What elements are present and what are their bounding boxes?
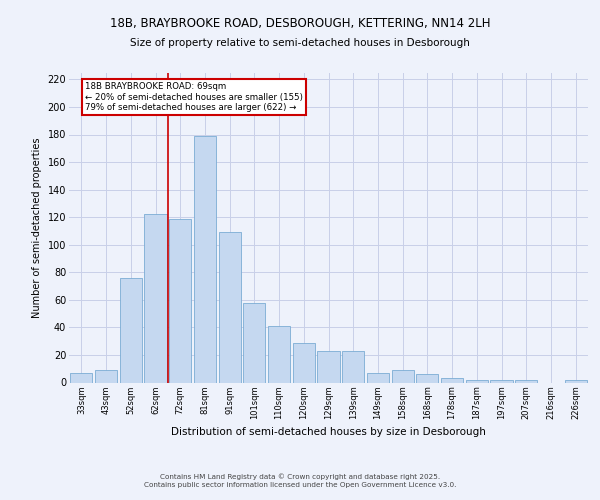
Text: Size of property relative to semi-detached houses in Desborough: Size of property relative to semi-detach… bbox=[130, 38, 470, 48]
Bar bbox=[392, 370, 414, 382]
Y-axis label: Number of semi-detached properties: Number of semi-detached properties bbox=[32, 137, 42, 318]
Bar bbox=[317, 351, 340, 382]
Bar bbox=[243, 302, 265, 382]
Bar bbox=[367, 373, 389, 382]
Text: Contains HM Land Registry data © Crown copyright and database right 2025.
Contai: Contains HM Land Registry data © Crown c… bbox=[144, 474, 456, 488]
Bar bbox=[70, 373, 92, 382]
Bar bbox=[169, 218, 191, 382]
Bar bbox=[268, 326, 290, 382]
X-axis label: Distribution of semi-detached houses by size in Desborough: Distribution of semi-detached houses by … bbox=[171, 428, 486, 438]
Bar bbox=[565, 380, 587, 382]
Bar bbox=[293, 342, 315, 382]
Bar bbox=[490, 380, 512, 382]
Bar bbox=[342, 351, 364, 382]
Text: 18B BRAYBROOKE ROAD: 69sqm
← 20% of semi-detached houses are smaller (155)
79% o: 18B BRAYBROOKE ROAD: 69sqm ← 20% of semi… bbox=[85, 82, 303, 112]
Bar bbox=[416, 374, 439, 382]
Text: 18B, BRAYBROOKE ROAD, DESBOROUGH, KETTERING, NN14 2LH: 18B, BRAYBROOKE ROAD, DESBOROUGH, KETTER… bbox=[110, 18, 490, 30]
Bar bbox=[119, 278, 142, 382]
Bar bbox=[466, 380, 488, 382]
Bar bbox=[515, 380, 538, 382]
Bar bbox=[218, 232, 241, 382]
Bar bbox=[441, 378, 463, 382]
Bar bbox=[145, 214, 167, 382]
Bar bbox=[194, 136, 216, 382]
Bar bbox=[95, 370, 117, 382]
